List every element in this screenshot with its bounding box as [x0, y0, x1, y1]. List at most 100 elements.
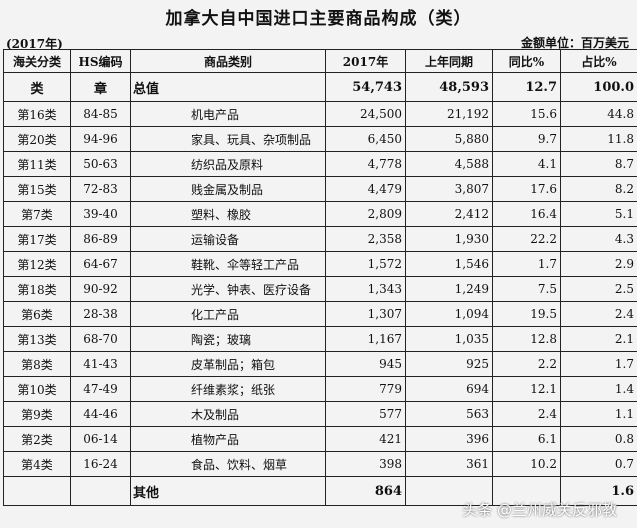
- cell-prev: 48,593: [405, 72, 493, 102]
- cell-prev: 21,192: [405, 101, 493, 127]
- cell-name: 机电产品: [130, 101, 326, 127]
- cell-class: 第9类: [3, 401, 71, 427]
- cell-share: 1.7: [560, 351, 637, 377]
- cell-class: 类: [3, 72, 71, 102]
- cell-prev: 1,546: [405, 251, 493, 277]
- cell-share: 0.7: [560, 451, 637, 477]
- cell-share: 8.2: [560, 176, 637, 202]
- cell-name: 皮革制品；箱包: [130, 351, 326, 377]
- cell-name: 家具、玩具、杂项制品: [130, 126, 326, 152]
- cell-prev: 361: [405, 451, 493, 477]
- cell-hs: 16-24: [70, 451, 131, 477]
- cell-2017: 577: [325, 401, 406, 427]
- cell-share: 4.3: [560, 226, 637, 252]
- import-table: 海关分类 HS编码 商品类别 2017年 上年同期 同比% 占比% 类 章 总值…: [3, 49, 637, 506]
- unit-note: 金额单位：百万美元: [520, 36, 629, 50]
- cell-share: 1.4: [560, 376, 637, 402]
- cell-hs: 44-46: [70, 401, 131, 427]
- cell-class: 第4类: [3, 451, 71, 477]
- watermark: 头条 @兰州威关反邪教: [462, 501, 617, 519]
- cell-2017: 1,307: [325, 301, 406, 327]
- col-header: 上年同期: [405, 49, 493, 73]
- cell-yoy: 12.7: [492, 72, 561, 102]
- year-note: (2017年): [6, 37, 63, 51]
- col-header: 占比%: [560, 49, 637, 73]
- cell-class: [3, 476, 71, 506]
- page-title: 加拿大自中国进口主要商品构成（类）: [165, 9, 472, 29]
- cell-prev: 1,094: [405, 301, 493, 327]
- cell-yoy: 22.2: [492, 226, 561, 252]
- cell-yoy: 10.2: [492, 451, 561, 477]
- cell-hs: 64-67: [70, 251, 131, 277]
- cell-hs: 68-70: [70, 326, 131, 352]
- cell-class: 第20类: [3, 126, 71, 152]
- col-header: 海关分类: [3, 49, 71, 73]
- cell-name: 塑料、橡胶: [130, 201, 326, 227]
- cell-class: 第12类: [3, 251, 71, 277]
- cell-hs: 50-63: [70, 151, 131, 177]
- table-row: 第8类 41-43 皮革制品；箱包 945 925 2.2 1.7: [3, 351, 637, 377]
- cell-hs: 41-43: [70, 351, 131, 377]
- cell-2017: 864: [325, 476, 406, 506]
- cell-yoy: 6.1: [492, 426, 561, 452]
- table-row: 第4类 16-24 食品、饮料、烟草 398 361 10.2 0.7: [3, 451, 637, 477]
- cell-2017: 2,358: [325, 226, 406, 252]
- cell-name: 其他: [130, 476, 326, 506]
- col-header: 商品类别: [130, 49, 326, 73]
- cell-2017: 1,343: [325, 276, 406, 302]
- cell-prev: 563: [405, 401, 493, 427]
- table-row: 第11类 50-63 纺织品及原料 4,778 4,588 4.1 8.7: [3, 151, 637, 177]
- cell-yoy: 15.6: [492, 101, 561, 127]
- cell-name: 纤维素浆；纸张: [130, 376, 326, 402]
- cell-share: 8.7: [560, 151, 637, 177]
- cell-name: 陶瓷；玻璃: [130, 326, 326, 352]
- cell-hs: 94-96: [70, 126, 131, 152]
- cell-hs: 86-89: [70, 226, 131, 252]
- cell-class: 第16类: [3, 101, 71, 127]
- cell-hs: [70, 476, 131, 506]
- cell-class: 第8类: [3, 351, 71, 377]
- cell-2017: 945: [325, 351, 406, 377]
- cell-name: 光学、钟表、医疗设备: [130, 276, 326, 302]
- col-header: 2017年: [325, 49, 406, 73]
- cell-prev: 3,807: [405, 176, 493, 202]
- cell-yoy: 16.4: [492, 201, 561, 227]
- header-row: 海关分类 HS编码 商品类别 2017年 上年同期 同比% 占比%: [3, 49, 637, 73]
- cell-share: 100.0: [560, 72, 637, 102]
- cell-2017: 54,743: [325, 72, 406, 102]
- cell-prev: 1,930: [405, 226, 493, 252]
- other-row: 其他 864 1.6: [3, 476, 637, 506]
- cell-share: 2.1: [560, 326, 637, 352]
- cell-name: 木及制品: [130, 401, 326, 427]
- cell-class: 第11类: [3, 151, 71, 177]
- cell-class: 第18类: [3, 276, 71, 302]
- cell-hs: 72-83: [70, 176, 131, 202]
- cell-2017: 1,167: [325, 326, 406, 352]
- table-row: 第17类 86-89 运输设备 2,358 1,930 22.2 4.3: [3, 226, 637, 252]
- table-row: 第10类 47-49 纤维素浆；纸张 779 694 12.1 1.4: [3, 376, 637, 402]
- cell-prev: 5,880: [405, 126, 493, 152]
- cell-name: 贱金属及制品: [130, 176, 326, 202]
- cell-yoy: 2.4: [492, 401, 561, 427]
- cell-prev: 396: [405, 426, 493, 452]
- cell-prev: 1,035: [405, 326, 493, 352]
- cell-share: 2.4: [560, 301, 637, 327]
- cell-prev: 694: [405, 376, 493, 402]
- table-row: 第16类 84-85 机电产品 24,500 21,192 15.6 44.8: [3, 101, 637, 127]
- cell-yoy: 1.7: [492, 251, 561, 277]
- cell-class: 第2类: [3, 426, 71, 452]
- cell-2017: 6,450: [325, 126, 406, 152]
- cell-share: 11.8: [560, 126, 637, 152]
- cell-2017: 1,572: [325, 251, 406, 277]
- cell-share: 5.1: [560, 201, 637, 227]
- col-header: 同比%: [492, 49, 561, 73]
- cell-name: 植物产品: [130, 426, 326, 452]
- cell-yoy: 12.1: [492, 376, 561, 402]
- total-row: 类 章 总值 54,743 48,593 12.7 100.0: [3, 72, 637, 102]
- cell-2017: 24,500: [325, 101, 406, 127]
- cell-hs: 84-85: [70, 101, 131, 127]
- col-header: HS编码: [70, 49, 131, 73]
- table-row: 第7类 39-40 塑料、橡胶 2,809 2,412 16.4 5.1: [3, 201, 637, 227]
- cell-name: 食品、饮料、烟草: [130, 451, 326, 477]
- cell-name: 纺织品及原料: [130, 151, 326, 177]
